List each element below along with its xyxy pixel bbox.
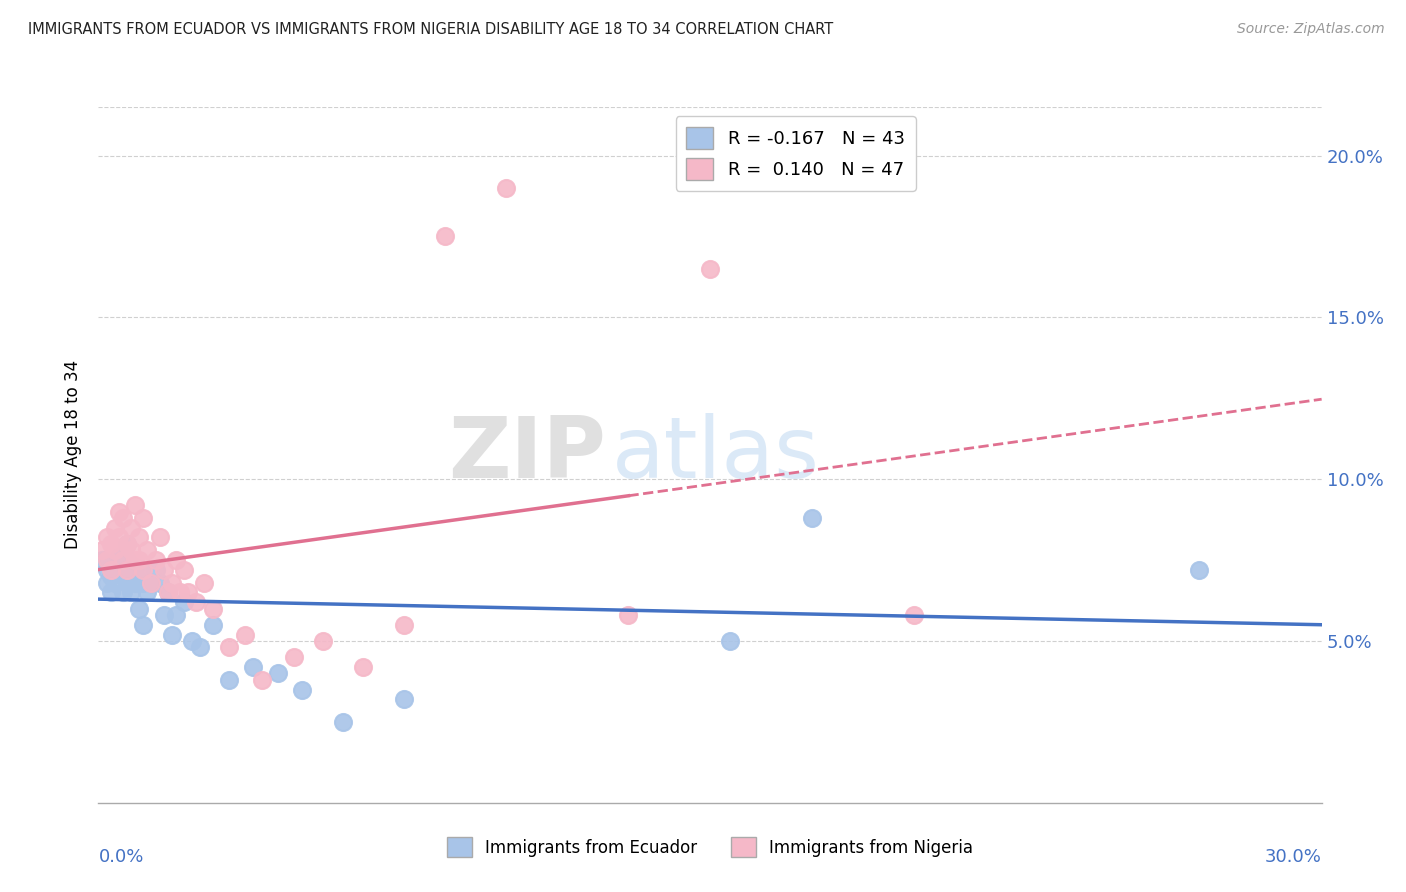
Point [201, 601, 224, 615]
Text: Source: ZipAtlas.com: Source: ZipAtlas.com [1237, 22, 1385, 37]
Point [201, 617, 224, 632]
Point [291, 682, 314, 697]
Point [186, 595, 208, 609]
Point [312, 634, 335, 648]
Point [250, 673, 273, 687]
Point [434, 229, 457, 244]
Point [699, 261, 721, 276]
Point [156, 585, 179, 599]
Point [111, 569, 134, 583]
Point [108, 563, 131, 577]
Y-axis label: Disability Age 18 to 34: Disability Age 18 to 34 [65, 360, 83, 549]
Point [160, 575, 183, 590]
Point [104, 575, 127, 590]
Point [115, 563, 138, 577]
Point [141, 575, 163, 590]
Point [128, 531, 150, 545]
Text: IMMIGRANTS FROM ECUADOR VS IMMIGRANTS FROM NIGERIA DISABILITY AGE 18 TO 34 CORRE: IMMIGRANTS FROM ECUADOR VS IMMIGRANTS FR… [28, 22, 834, 37]
Point [128, 601, 150, 615]
Point [124, 498, 146, 512]
Text: 0.0%: 0.0% [98, 848, 143, 866]
Point [124, 575, 146, 590]
Point [108, 549, 131, 564]
Point [352, 660, 374, 674]
Point [124, 553, 146, 567]
Point [100, 585, 122, 599]
Point [111, 511, 134, 525]
Point [720, 634, 742, 648]
Point [233, 627, 256, 641]
Point [242, 660, 264, 674]
Point [124, 559, 146, 574]
Point [332, 714, 354, 729]
Point [96, 553, 118, 567]
Point [267, 666, 290, 681]
Point [181, 634, 204, 648]
Point [136, 585, 159, 599]
Point [218, 640, 240, 655]
Point [392, 617, 416, 632]
Point [132, 575, 155, 590]
Point [96, 575, 118, 590]
Point [1188, 563, 1211, 577]
Point [903, 608, 925, 623]
Point [120, 543, 142, 558]
Point [188, 640, 212, 655]
Point [115, 553, 138, 567]
Point [120, 521, 142, 535]
Point [218, 673, 240, 687]
Point [160, 627, 183, 641]
Point [136, 543, 159, 558]
Point [100, 563, 122, 577]
Text: 30.0%: 30.0% [1265, 848, 1322, 866]
Point [115, 537, 138, 551]
Point [156, 585, 179, 599]
Point [115, 575, 138, 590]
Point [108, 504, 131, 518]
Point [165, 608, 187, 623]
Point [173, 595, 195, 609]
Point [617, 608, 640, 623]
Point [115, 537, 138, 551]
Point [392, 692, 416, 706]
Point [165, 553, 187, 567]
Point [111, 553, 134, 567]
Point [149, 531, 172, 545]
Point [96, 563, 118, 577]
Point [91, 543, 114, 558]
Point [152, 608, 174, 623]
Point [149, 575, 172, 590]
Legend: Immigrants from Ecuador, Immigrants from Nigeria: Immigrants from Ecuador, Immigrants from… [440, 830, 980, 864]
Point [177, 585, 200, 599]
Point [100, 537, 122, 551]
Point [120, 585, 142, 599]
Point [152, 563, 174, 577]
Point [801, 511, 824, 525]
Point [145, 563, 167, 577]
Text: ZIP: ZIP [449, 413, 606, 497]
Text: atlas: atlas [612, 413, 820, 497]
Point [193, 575, 215, 590]
Point [173, 563, 195, 577]
Point [104, 543, 127, 558]
Point [145, 553, 167, 567]
Point [104, 559, 127, 574]
Point [128, 563, 150, 577]
Point [120, 563, 142, 577]
Point [111, 585, 134, 599]
Point [108, 531, 131, 545]
Point [132, 511, 155, 525]
Point [132, 563, 155, 577]
Point [91, 553, 114, 567]
Point [141, 575, 163, 590]
Point [100, 569, 122, 583]
Point [132, 617, 155, 632]
Point [128, 553, 150, 567]
Point [169, 585, 191, 599]
Point [283, 650, 305, 665]
Point [96, 531, 118, 545]
Point [104, 521, 127, 535]
Point [495, 181, 517, 195]
